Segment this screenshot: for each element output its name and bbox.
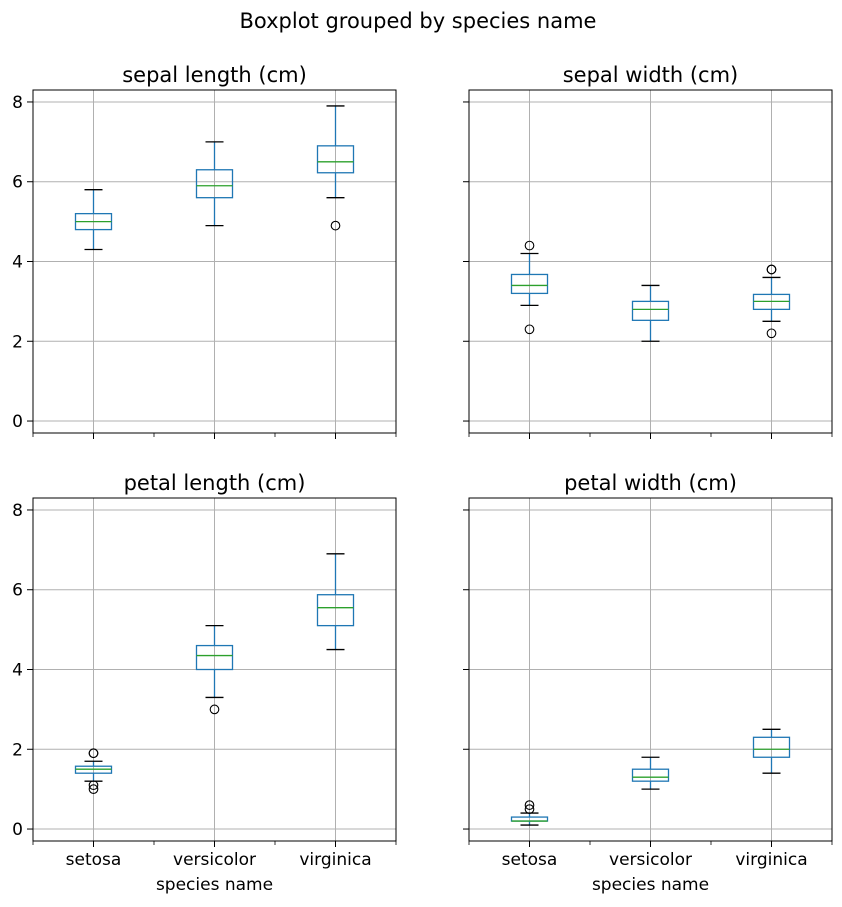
y-tick-label: 0 <box>12 412 23 432</box>
subplot-3: petal width (cm) setosa versicolor virginic… <box>463 471 833 895</box>
y-tick-label: 2 <box>12 332 23 352</box>
box-virginica <box>752 728 791 774</box>
iqr-box <box>752 736 791 758</box>
flier-point <box>524 240 535 251</box>
y-tick-label: 4 <box>12 661 23 681</box>
iqr-box <box>316 594 355 627</box>
axes-frame <box>32 89 397 434</box>
axes-frame <box>468 497 833 842</box>
x-tick-label: virginica <box>299 850 371 870</box>
flier-point <box>524 800 535 810</box>
flier-point <box>766 328 777 339</box>
iqr-box <box>631 300 670 321</box>
subplot-title: sepal width (cm) <box>563 63 739 87</box>
subplot-title: petal length (cm) <box>124 471 306 495</box>
iqr-box <box>631 768 670 782</box>
box-virginica <box>752 264 791 339</box>
iqr-box <box>195 644 234 671</box>
y-tick-label: 8 <box>12 501 23 521</box>
flier-point <box>88 780 99 791</box>
subplot-0: sepal length (cm) 0 2 4 6 8 <box>12 63 397 439</box>
flier-point <box>88 784 99 795</box>
figure-suptitle: Boxplot grouped by species name <box>240 9 597 33</box>
flier-point <box>524 804 535 814</box>
subplot-2: petal length (cm) 0 2 4 6 8 setosa versicolor vi… <box>12 471 397 895</box>
box-virginica <box>316 105 355 231</box>
box-versicolor <box>195 141 234 227</box>
box-setosa <box>74 189 113 251</box>
axes-frame <box>32 497 397 842</box>
y-tick-label: 4 <box>12 253 23 273</box>
subplot-1: sepal width (cm) <box>463 63 833 439</box>
iqr-box <box>510 273 549 295</box>
x-tick-label: versicolor <box>173 850 256 870</box>
box-setosa <box>510 240 549 335</box>
y-tick-label: 2 <box>12 740 23 760</box>
y-tick-label: 6 <box>12 173 23 193</box>
flier-point <box>766 264 777 275</box>
y-tick-label: 0 <box>12 820 23 840</box>
x-tick-label: versicolor <box>609 850 692 870</box>
x-axis-label: species name <box>156 875 273 895</box>
flier-point <box>524 324 535 335</box>
iqr-box <box>195 169 234 199</box>
x-tick-label: virginica <box>735 850 807 870</box>
iqr-box <box>316 145 355 174</box>
y-tick-label: 8 <box>12 93 23 113</box>
x-tick-label: setosa <box>502 850 558 870</box>
flier-point <box>209 704 220 715</box>
box-versicolor <box>631 284 670 342</box>
box-setosa <box>74 748 113 795</box>
box-virginica <box>316 553 355 651</box>
box-versicolor <box>195 624 234 715</box>
subplot-title: petal width (cm) <box>564 471 737 495</box>
flier-point <box>330 220 341 231</box>
y-tick-label: 6 <box>12 581 23 601</box>
flier-point <box>88 748 99 759</box>
x-tick-label: setosa <box>66 850 122 870</box>
subplot-title: sepal length (cm) <box>122 63 307 87</box>
axes-frame <box>468 89 833 434</box>
x-axis-label: species name <box>592 875 709 895</box>
box-setosa <box>510 800 549 826</box>
box-versicolor <box>631 756 670 790</box>
